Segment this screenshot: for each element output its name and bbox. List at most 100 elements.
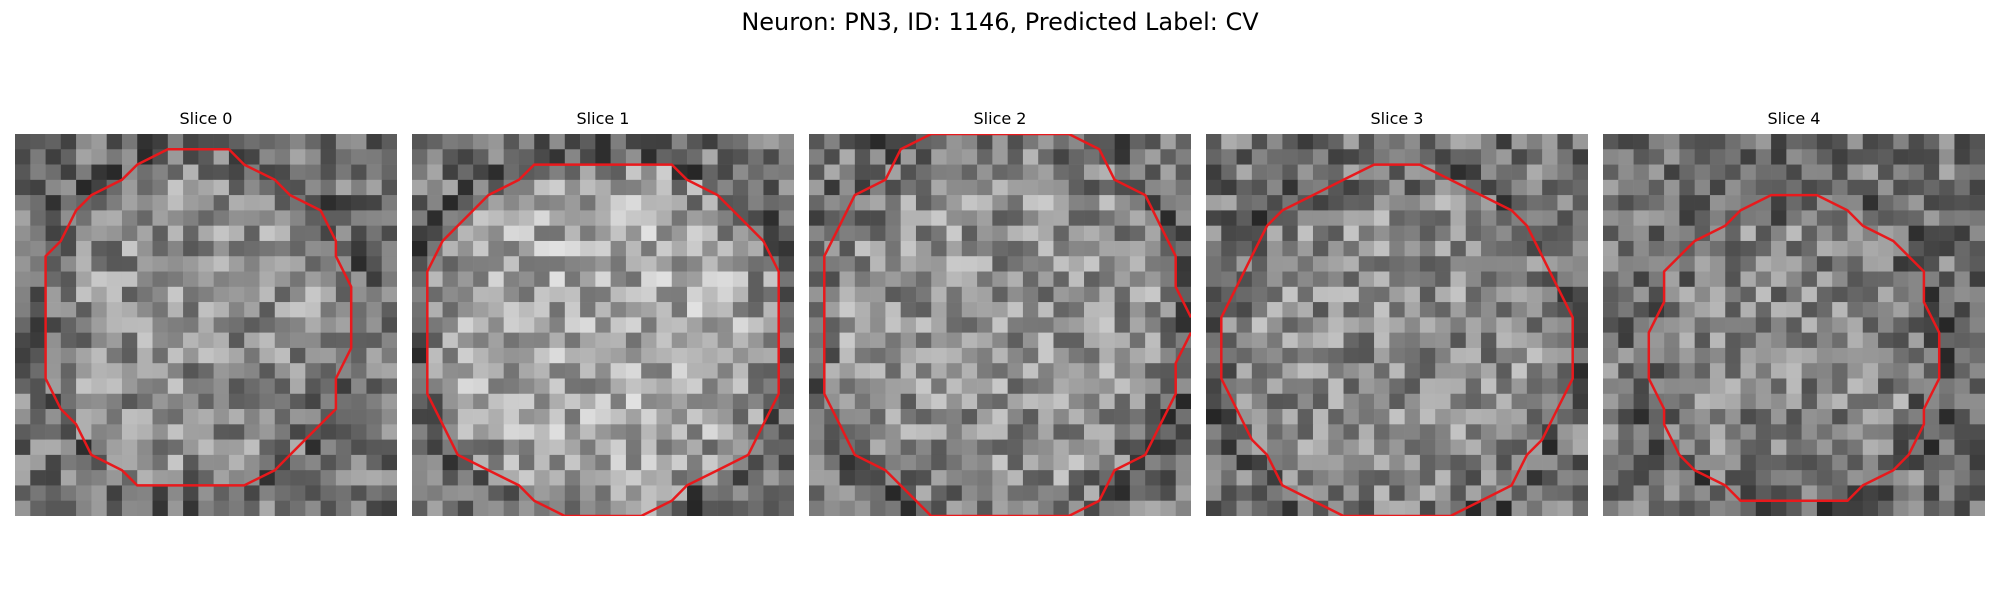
pixel-cell	[1648, 393, 1665, 410]
pixel-cell	[1450, 271, 1467, 288]
pixel-cell	[1694, 424, 1711, 440]
pixel-cell	[824, 363, 840, 379]
pixel-cell	[1954, 179, 1971, 196]
pixel-cell	[900, 179, 917, 196]
pixel-cell	[91, 332, 107, 349]
pixel-cell	[1801, 256, 1818, 272]
pixel-cell	[534, 347, 550, 364]
pixel-cell	[1206, 393, 1222, 410]
pixel-cell	[1878, 286, 1894, 303]
pixel-cell	[1511, 195, 1528, 211]
pixel-cell	[1664, 271, 1680, 288]
pixel-cell	[1908, 317, 1925, 333]
pixel-cell	[45, 500, 62, 516]
pixel-cell	[961, 302, 978, 318]
pixel-cell	[931, 240, 947, 257]
pixel-cell	[900, 317, 917, 333]
pixel-cell	[748, 317, 764, 333]
pixel-cell	[1694, 378, 1711, 395]
pixel-cell	[915, 302, 932, 318]
pixel-cell	[137, 210, 153, 226]
pixel-cell	[1282, 134, 1298, 150]
pixel-cell	[30, 210, 46, 226]
pixel-cell	[992, 164, 1008, 181]
pixel-cell	[1740, 302, 1757, 318]
pixel-cell	[1419, 149, 1436, 165]
pixel-cell	[335, 454, 352, 471]
pixel-cell	[900, 424, 917, 440]
pixel-cell	[15, 134, 31, 150]
pixel-cell	[228, 409, 245, 425]
pixel-cell	[1175, 363, 1191, 379]
pixel-cell	[1603, 363, 1619, 379]
pixel-cell	[1145, 317, 1161, 333]
pixel-cell	[717, 256, 734, 272]
pixel-cell	[45, 454, 62, 471]
pixel-cell	[1496, 179, 1512, 196]
pixel-cell	[1160, 363, 1177, 379]
pixel-cell	[778, 439, 794, 456]
pixel-cell	[442, 210, 459, 226]
pixel-cell	[30, 409, 46, 425]
pixel-grid	[809, 134, 1191, 516]
pixel-cell	[595, 210, 611, 226]
pixel-cell	[290, 409, 306, 425]
pixel-cell	[1542, 149, 1558, 165]
pixel-cell	[900, 409, 917, 425]
pixel-cell	[1755, 286, 1772, 303]
pixel-cell	[1801, 210, 1818, 226]
pixel-cell	[564, 134, 581, 150]
pixel-cell	[30, 332, 46, 349]
pixel-cell	[366, 424, 383, 440]
pixel-cell	[809, 179, 825, 196]
pixel-cell	[106, 240, 123, 257]
pixel-cell	[305, 454, 321, 471]
pixel-cell	[1557, 164, 1574, 181]
pixel-cell	[442, 439, 459, 456]
pixel-cell	[610, 164, 627, 181]
pixel-cell	[381, 195, 397, 211]
pixel-cell	[1404, 164, 1421, 181]
pixel-cell	[824, 500, 840, 516]
pixel-cell	[1236, 225, 1253, 242]
pixel-cell	[1526, 409, 1543, 425]
pixel-cell	[1709, 225, 1726, 242]
pixel-cell	[1358, 210, 1375, 226]
pixel-cell	[549, 286, 566, 303]
pixel-cell	[1084, 179, 1100, 196]
pixel-cell	[320, 210, 337, 226]
pixel-cell	[595, 225, 611, 242]
pixel-cell	[839, 210, 856, 226]
pixel-cell	[121, 240, 138, 257]
pixel-cell	[213, 317, 230, 333]
pixel-cell	[76, 256, 92, 272]
pixel-cell	[1145, 134, 1161, 150]
pixel-cell	[1618, 256, 1634, 272]
pixel-cell	[1312, 424, 1329, 440]
pixel-cell	[1053, 134, 1070, 150]
pixel-cell	[1084, 409, 1100, 425]
pixel-cell	[1816, 302, 1833, 318]
pixel-cell	[335, 210, 352, 226]
pixel-cell	[259, 378, 276, 395]
pixel-cell	[992, 195, 1008, 211]
pixel-cell	[244, 179, 260, 196]
pixel-cell	[167, 424, 184, 440]
pixel-cell	[870, 195, 886, 211]
pixel-cell	[381, 240, 397, 257]
pixel-cell	[1771, 134, 1787, 150]
pixel-cell	[1847, 378, 1864, 395]
pixel-cell	[1038, 164, 1054, 181]
pixel-cell	[76, 240, 92, 257]
pixel-cell	[687, 439, 703, 456]
pixel-cell	[656, 470, 673, 486]
pixel-cell	[1969, 454, 1985, 471]
pixel-cell	[1878, 393, 1894, 410]
pixel-cell	[1175, 271, 1191, 288]
pixel-cell	[412, 240, 428, 257]
pixel-cell	[1725, 164, 1741, 181]
pixel-cell	[45, 271, 62, 288]
pixel-cell	[1328, 424, 1344, 440]
pixel-cell	[1526, 378, 1543, 395]
pixel-cell	[335, 317, 352, 333]
